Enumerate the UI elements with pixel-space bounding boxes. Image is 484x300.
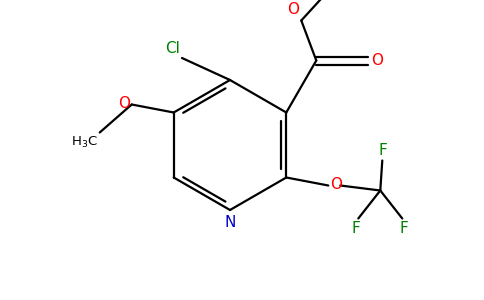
Text: N: N [224,215,236,230]
Text: O: O [330,177,342,192]
Text: H$_3$C: H$_3$C [71,134,98,150]
Text: O: O [371,53,383,68]
Text: O: O [118,96,130,111]
Text: F: F [400,220,408,236]
Text: F: F [352,220,361,236]
Text: F: F [379,142,388,158]
Text: Cl: Cl [165,41,180,56]
Text: O: O [287,2,299,17]
